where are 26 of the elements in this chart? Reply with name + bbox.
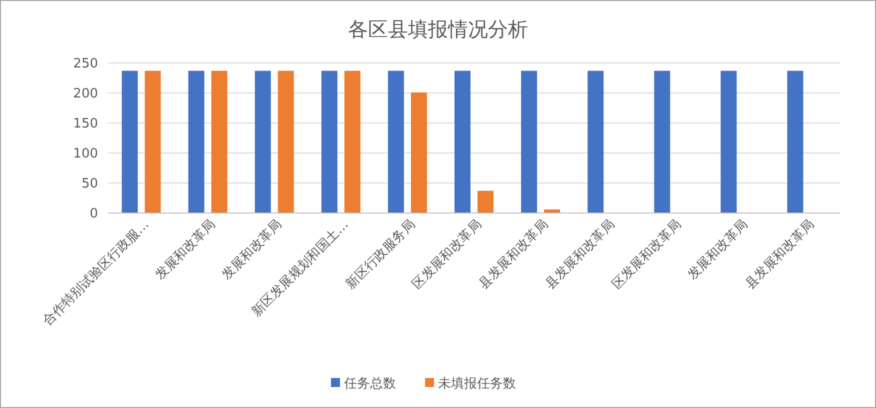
- bar: [188, 70, 204, 213]
- bar: [388, 70, 404, 213]
- bar: [787, 70, 804, 213]
- y-tick-label: 200: [73, 86, 98, 102]
- bar: [410, 92, 427, 213]
- bar: [254, 70, 271, 213]
- y-tick-label: 50: [81, 176, 98, 192]
- legend-label: 未填报任务数: [438, 376, 516, 392]
- bar: [654, 70, 670, 213]
- x-tick-label: 发展和改革局: [152, 217, 219, 283]
- bar: [278, 70, 294, 213]
- legend-label: 任务总数: [343, 376, 396, 392]
- bar: [122, 70, 138, 213]
- bar: [144, 70, 161, 213]
- bar: [454, 70, 470, 213]
- y-tick-label: 250: [73, 56, 98, 72]
- bar: [321, 70, 338, 213]
- bar: [588, 70, 604, 213]
- y-tick-label: 150: [73, 116, 98, 132]
- bar: [478, 190, 494, 213]
- bar: [344, 70, 360, 213]
- bar: [720, 70, 737, 213]
- chart-title: 各区县填报情况分析: [348, 17, 528, 41]
- bar: [211, 70, 228, 213]
- bar: [521, 70, 538, 213]
- y-tick-label: 100: [73, 146, 98, 162]
